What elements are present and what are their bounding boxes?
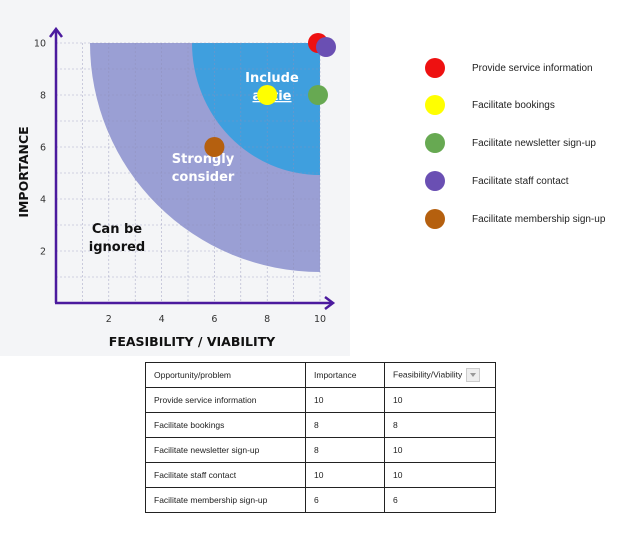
y-tick-label: 8 xyxy=(40,91,46,102)
table-cell[interactable]: 10 xyxy=(305,387,385,413)
legend-label: Facilitate newsletter sign-up xyxy=(472,137,596,149)
table-row: Facilitate bookings 8 8 xyxy=(145,412,496,438)
legend-swatch xyxy=(425,133,445,153)
ticks: 2 4 6 8 10 2 4 6 8 10 xyxy=(34,39,326,326)
table-cell[interactable]: Facilitate membership sign-up xyxy=(145,487,306,513)
legend-item: Facilitate newsletter sign-up xyxy=(425,131,596,155)
legend-label: Facilitate staff contact xyxy=(472,175,569,187)
prioritization-chart: Include at tie Strongly consider Can be … xyxy=(0,0,350,356)
priority-table: Opportunity/problem Importance Feasibili… xyxy=(145,362,496,513)
data-points xyxy=(204,33,336,157)
y-tick-label: 10 xyxy=(34,39,46,50)
filter-dropdown-icon[interactable] xyxy=(466,368,481,382)
x-axis-label: FEASIBILITY / VIABILITY xyxy=(109,334,276,349)
table-cell[interactable]: 8 xyxy=(305,437,385,463)
table-cell[interactable]: 10 xyxy=(384,387,496,413)
header-feasibility: Feasibility/Viability xyxy=(384,362,496,388)
legend-swatch xyxy=(425,58,445,78)
header-label: Feasibility/Viability xyxy=(393,369,463,380)
legend-swatch xyxy=(425,95,445,115)
legend-swatch xyxy=(425,171,445,191)
grid-overlay xyxy=(56,42,321,303)
y-axis-arrowhead xyxy=(49,26,63,38)
legend-label: Facilitate membership sign-up xyxy=(472,213,606,225)
table-cell[interactable]: Facilitate newsletter sign-up xyxy=(145,437,306,463)
table-cell[interactable]: 10 xyxy=(384,462,496,488)
legend-item: Provide service information xyxy=(425,56,593,80)
table-cell[interactable]: 8 xyxy=(305,412,385,438)
table-row: Facilitate newsletter sign-up 8 10 xyxy=(145,437,496,463)
header-importance: Importance xyxy=(305,362,385,388)
y-tick-label: 2 xyxy=(40,247,46,258)
consider-label-line2: consider xyxy=(172,170,235,185)
axes xyxy=(49,26,336,310)
include-label-line1: Include xyxy=(245,71,299,86)
table-cell[interactable]: 6 xyxy=(305,487,385,513)
table-cell[interactable]: Provide service information xyxy=(145,387,306,413)
legend-label: Provide service information xyxy=(472,62,593,74)
legend-label: Facilitate bookings xyxy=(472,99,555,111)
data-point xyxy=(308,85,328,105)
legend-swatch xyxy=(425,209,445,229)
table-cell[interactable]: 10 xyxy=(305,462,385,488)
x-tick-label: 10 xyxy=(314,314,326,325)
x-tick-label: 6 xyxy=(211,314,217,325)
ignore-label-line2: ignored xyxy=(89,240,145,255)
table-cell[interactable]: Facilitate staff contact xyxy=(145,462,306,488)
table-header-row: Opportunity/problem Importance Feasibili… xyxy=(145,362,496,388)
x-tick-label: 4 xyxy=(159,314,165,325)
table-row: Provide service information 10 10 xyxy=(145,387,496,413)
data-point xyxy=(257,85,278,105)
table-row: Facilitate membership sign-up 6 6 xyxy=(145,487,496,513)
consider-label-line1: Strongly xyxy=(172,152,235,167)
table-cell[interactable]: 6 xyxy=(384,487,496,513)
table-cell[interactable]: 10 xyxy=(384,437,496,463)
y-axis-label: IMPORTANCE xyxy=(16,126,31,217)
legend-item: Facilitate staff contact xyxy=(425,169,569,193)
x-tick-label: 8 xyxy=(264,314,270,325)
include-region xyxy=(192,43,320,175)
chart-svg: Include at tie Strongly consider Can be … xyxy=(0,0,350,356)
table-cell[interactable]: Facilitate bookings xyxy=(145,412,306,438)
data-point xyxy=(316,37,336,57)
table-row: Facilitate staff contact 10 10 xyxy=(145,462,496,488)
data-point xyxy=(204,137,225,157)
ignore-label-line1: Can be xyxy=(92,222,142,237)
x-tick-label: 2 xyxy=(106,314,112,325)
x-axis-arrowhead xyxy=(324,296,336,310)
table-cell[interactable]: 8 xyxy=(384,412,496,438)
header-opportunity: Opportunity/problem xyxy=(145,362,306,388)
y-tick-label: 6 xyxy=(40,143,46,154)
header-label: Opportunity/problem xyxy=(154,370,232,380)
legend-item: Facilitate membership sign-up xyxy=(425,207,605,231)
legend-item: Facilitate bookings xyxy=(425,93,555,117)
y-tick-label: 4 xyxy=(40,195,46,206)
header-label: Importance xyxy=(314,370,357,380)
